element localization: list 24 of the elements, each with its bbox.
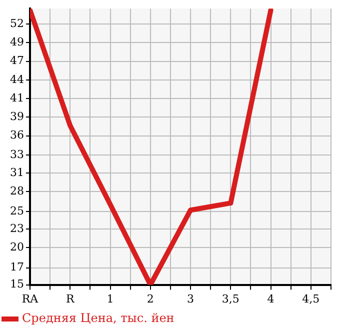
- legend-label: Средняя Цена, тыс. йен: [22, 311, 174, 326]
- y-tick-label: 41: [10, 91, 24, 104]
- y-tick-label: 44: [10, 72, 24, 86]
- x-tick-label: 4: [267, 292, 274, 306]
- x-tick-label: R: [66, 292, 75, 306]
- x-tick-label: RA: [22, 292, 40, 306]
- y-tick-label: 33: [10, 148, 24, 162]
- y-tick-label: 20: [10, 240, 24, 254]
- y-tick-label: 49: [10, 36, 24, 49]
- y-tick-label: 28: [10, 184, 24, 198]
- y-tick-label: 15: [10, 278, 24, 291]
- y-tick-label: 52: [10, 16, 24, 30]
- y-tick-label: 23: [10, 222, 24, 235]
- x-tick-label: 1: [106, 292, 114, 306]
- y-tick-label: 31: [10, 166, 24, 179]
- x-tick-label: 4,5: [302, 292, 320, 306]
- x-tick-label: 3,5: [222, 292, 240, 306]
- y-tick-label: 36: [10, 128, 24, 142]
- x-tick-label: 2: [146, 292, 154, 306]
- y-tick-label: 47: [10, 54, 24, 68]
- x-tick-label: 3: [187, 292, 194, 306]
- y-tick-label: 39: [10, 110, 24, 124]
- y-tick-label: 17: [10, 260, 24, 274]
- y-tick-label: 25: [10, 204, 24, 218]
